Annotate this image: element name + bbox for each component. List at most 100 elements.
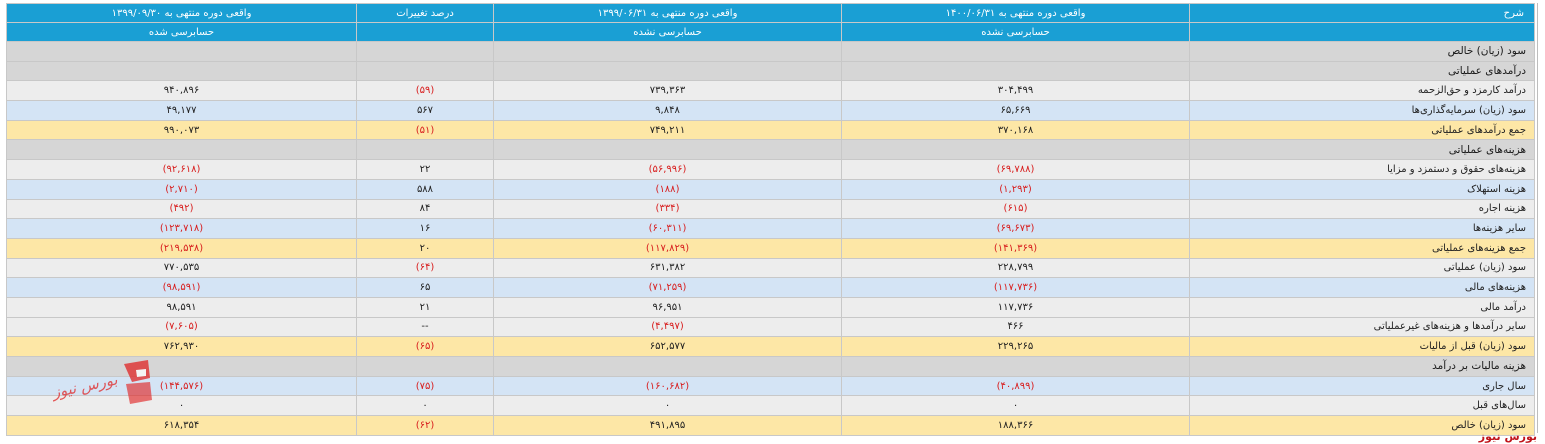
value-change-percent: --	[356, 316, 494, 338]
value-1400-06-31: ۱۸۸,۳۶۶	[841, 415, 1190, 436]
row-label: سود (زیان) خالص	[1189, 41, 1535, 62]
value-1400-06-31	[841, 41, 1190, 62]
row-label: سود (زیان) عملیاتی	[1189, 257, 1535, 279]
value-change-percent	[356, 41, 494, 62]
value-1399-06-31: (۶۰,۳۱۱)	[493, 218, 842, 239]
value-1399-06-31	[493, 356, 842, 377]
value-1400-06-31: (۱۱۷,۷۳۶)	[841, 277, 1190, 298]
col-subheader-audit-1400: حسابرسی نشده	[841, 22, 1190, 42]
value-1399-09-30: ۹۸,۵۹۱	[6, 296, 357, 318]
col-subheader-description	[1189, 22, 1535, 42]
value-1399-06-31: (۵۶,۹۹۶)	[493, 159, 842, 180]
row-label: درآمد مالی	[1189, 296, 1535, 318]
row-label: سود (زیان) قبل از مالیات	[1189, 336, 1535, 357]
col-header-description: شرح	[1189, 3, 1535, 23]
financial-statement-table: شرح واقعی دوره منتهی به ۱۴۰۰/۰۶/۳۱ واقعی…	[6, 3, 1535, 436]
value-change-percent: ۸۴	[356, 198, 494, 220]
row-label: سال‌های قبل	[1189, 395, 1535, 417]
value-1399-09-30: (۴۹۲)	[6, 198, 357, 220]
value-1399-06-31: ۶۵۲,۵۷۷	[493, 336, 842, 357]
value-1399-09-30: (۱۴۴,۵۷۶)	[6, 375, 357, 397]
value-1399-09-30: (۷,۶۰۵)	[6, 316, 357, 338]
table-row: سود (زیان) عملیاتی ۲۲۸,۷۹۹ ۶۳۱,۳۸۲ (۶۴) ۷۷۰,…	[6, 257, 1535, 279]
value-1399-06-31	[493, 60, 842, 82]
value-1399-06-31: (۳۳۴)	[493, 198, 842, 220]
row-label: سود (زیان) سرمایه‌گذاری‌ها	[1189, 100, 1535, 121]
col-subheader-audit-1399-06: حسابرسی نشده	[493, 22, 842, 42]
row-label: سایر هزینه‌ها	[1189, 218, 1535, 239]
bourse-news-watermark-logo: بورس نیوز	[49, 360, 152, 404]
value-change-percent: (۶۵)	[356, 336, 494, 357]
section-header-row: هزینه‌های عملیاتی	[6, 139, 1535, 161]
value-1399-09-30: (۹۸,۵۹۱)	[6, 277, 357, 298]
value-change-percent: (۵۹)	[356, 80, 494, 102]
value-1399-06-31: ۹,۸۴۸	[493, 100, 842, 121]
value-change-percent: ۶۵	[356, 277, 494, 298]
value-change-percent	[356, 139, 494, 161]
value-change-percent: ۲۲	[356, 159, 494, 180]
value-1399-06-31: ۰	[493, 395, 842, 417]
value-1400-06-31: (۱,۲۹۳)	[841, 178, 1190, 200]
value-1399-09-30: (۲,۷۱۰)	[6, 178, 357, 200]
value-1399-09-30: ۹۴۰,۸۹۶	[6, 80, 357, 102]
value-1400-06-31	[841, 139, 1190, 161]
table-row: سایر درآمدها و هزینه‌های غیرعملیاتی ۴۶۶ (۴…	[6, 316, 1535, 338]
value-1399-06-31: ۴۹۱,۸۹۵	[493, 415, 842, 436]
row-label: هزینه‌های مالی	[1189, 277, 1535, 298]
value-1400-06-31: ۶۵,۶۶۹	[841, 100, 1190, 121]
value-1399-06-31: ۷۳۹,۳۶۳	[493, 80, 842, 102]
value-change-percent: ۰	[356, 395, 494, 417]
table-row: درآمد کارمزد و حق‌الزحمه ۳۰۴,۴۹۹ ۷۳۹,۳۶۳ (۵…	[6, 80, 1535, 102]
row-label: درآمد کارمزد و حق‌الزحمه	[1189, 80, 1535, 102]
table-row: سال‌های قبل ۰ ۰ ۰ ۰	[6, 395, 1535, 417]
row-label: جمع هزینه‌های عملیاتی	[1189, 237, 1535, 259]
value-1399-06-31: ۶۳۱,۳۸۲	[493, 257, 842, 279]
value-1399-06-31: ۷۴۹,۲۱۱	[493, 119, 842, 141]
col-header-period-1399-06: واقعی دوره منتهی به ۱۳۹۹/۰۶/۳۱	[493, 3, 842, 23]
value-change-percent	[356, 60, 494, 82]
value-1399-09-30	[6, 356, 357, 377]
section-header-row: سود (زیان) خالص	[6, 41, 1535, 62]
table-row: هزینه‌های حقوق و دستمزد و مزایا (۶۹,۷۸۸)(…	[6, 159, 1535, 180]
row-label: سایر درآمدها و هزینه‌های غیرعملیاتی	[1189, 316, 1535, 338]
value-1399-06-31: (۱۱۷,۸۲۹)	[493, 237, 842, 259]
value-change-percent: ۲۰	[356, 237, 494, 259]
value-change-percent: (۵۱)	[356, 119, 494, 141]
header-row-1: شرح واقعی دوره منتهی به ۱۴۰۰/۰۶/۳۱ واقعی…	[6, 3, 1535, 23]
value-1399-09-30: (۱۲۳,۷۱۸)	[6, 218, 357, 239]
value-1400-06-31	[841, 60, 1190, 82]
value-change-percent: ۱۶	[356, 218, 494, 239]
value-1399-06-31: (۱۸۸)	[493, 178, 842, 200]
footer-brand-label: بورس نیوز	[1478, 430, 1537, 443]
value-1399-09-30: ۹۹۰,۰۷۳	[6, 119, 357, 141]
value-1399-09-30: (۲۱۹,۵۳۸)	[6, 237, 357, 259]
value-1399-09-30: ۴۹,۱۷۷	[6, 100, 357, 121]
col-header-period-1399-09: واقعی دوره منتهی به ۱۳۹۹/۰۹/۳۰	[6, 3, 357, 23]
total-row: سود (زیان) قبل از مالیات ۲۲۹,۲۶۵ ۶۵۲,۵۷۷ (۶…	[6, 336, 1535, 357]
value-1400-06-31: ۲۲۸,۷۹۹	[841, 257, 1190, 279]
table-row: هزینه اجاره (۶۱۵) (۳۳۴) ۸۴ (۴۹۲)	[6, 198, 1535, 220]
table-row: سال جاری (۴۰,۸۹۹) (۱۶۰,۶۸۲) (۷۵) (۱۴۴,۵۷۶)	[6, 375, 1535, 397]
table-row: هزینه استهلاک (۱,۲۹۳) (۱۸۸) ۵۸۸ (۲,۷۱۰)	[6, 178, 1535, 200]
total-row: جمع درآمدهای عملیاتی ۳۷۰,۱۶۸ ۷۴۹,۲۱۱ (۵۱) ۹۹…	[6, 119, 1535, 141]
table-body: سود (زیان) خالص درآمدهای عملیاتی درآمد کار…	[6, 41, 1535, 436]
row-label: درآمدهای عملیاتی	[1189, 60, 1535, 82]
value-1400-06-31: (۱۴۱,۳۶۹)	[841, 237, 1190, 259]
watermark-text: بورس نیوز	[49, 370, 119, 402]
row-label: جمع درآمدهای عملیاتی	[1189, 119, 1535, 141]
col-subheader-audit-1399-09: حسابرسی شده	[6, 22, 357, 42]
value-1399-09-30	[6, 60, 357, 82]
value-1400-06-31: ۳۰۴,۴۹۹	[841, 80, 1190, 102]
value-1399-09-30	[6, 41, 357, 62]
value-1399-09-30: ۷۷۰,۵۳۵	[6, 257, 357, 279]
row-label: سود (زیان) خالص	[1189, 415, 1535, 436]
col-header-period-1400: واقعی دوره منتهی به ۱۴۰۰/۰۶/۳۱	[841, 3, 1190, 23]
row-label: هزینه اجاره	[1189, 198, 1535, 220]
value-1400-06-31: ۱۱۷,۷۳۶	[841, 296, 1190, 318]
total-row: جمع هزینه‌های عملیاتی (۱۴۱,۳۶۹) (۱۱۷,۸۲۹) ۲…	[6, 237, 1535, 259]
value-change-percent: (۶۴)	[356, 257, 494, 279]
value-1399-06-31: (۱۶۰,۶۸۲)	[493, 375, 842, 397]
table-row: سود (زیان) سرمایه‌گذاری‌ها ۶۵,۶۶۹ ۹,۸۴۸ ۵۶۷…	[6, 100, 1535, 121]
value-change-percent: ۵۸۸	[356, 178, 494, 200]
table-row: درآمد مالی ۱۱۷,۷۳۶ ۹۶,۹۵۱ ۲۱ ۹۸,۵۹۱	[6, 296, 1535, 318]
